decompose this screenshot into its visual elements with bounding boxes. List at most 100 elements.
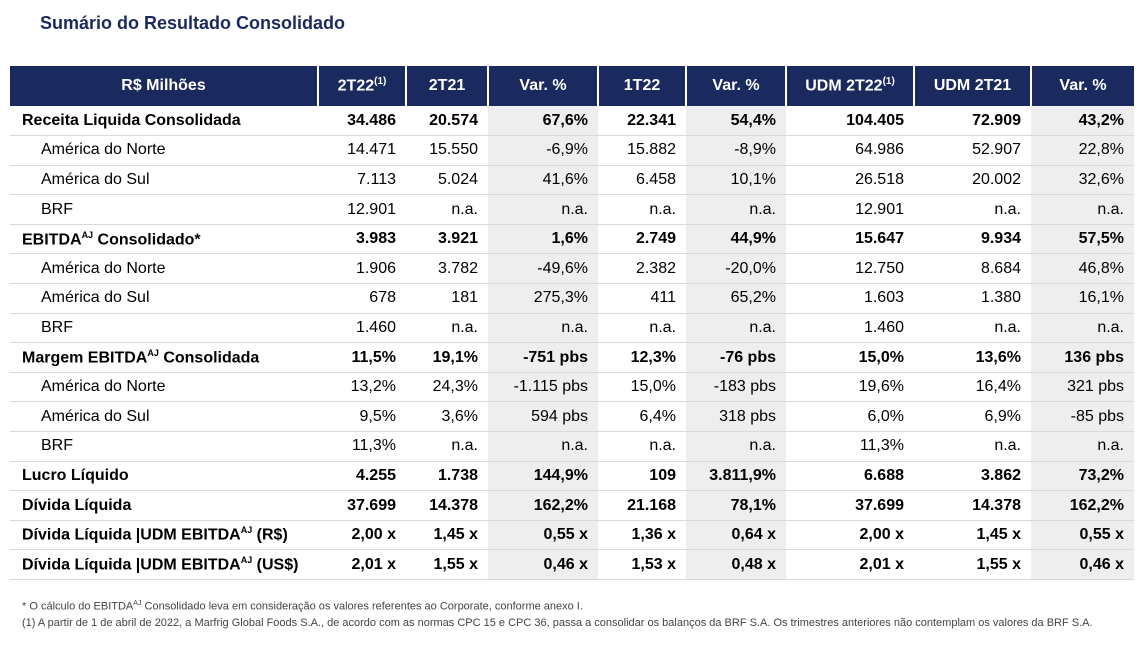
footnote-superscript: AJ [133,600,142,607]
table-cell: 678 [318,283,406,314]
table-row: Lucro Líquido 4.255 1.738 144,9% 109 3.811,9%… [10,461,1134,492]
table-row: América do Sul 7.113 5.024 41,6% 6.458 10,1% 2… [10,165,1134,196]
table-row: América do Sul 9,5% 3,6% 594 pbs 6,4% 318 pbs… [10,401,1134,433]
table-cell: 64.986 [786,135,914,166]
table-cell: 34.486 [318,106,406,137]
table-cell: 11,3% [318,431,406,462]
row-label-text: Lucro Líquido [22,466,129,484]
table-cell: 72.909 [914,106,1031,137]
table-cell: 12,3% [598,342,686,373]
table-cell: 162,2% [1031,490,1134,521]
table-cell: 136 pbs [1031,342,1134,373]
row-label-text: BRF [41,318,73,336]
table-cell: -8,9% [686,135,786,166]
column-header: Var. % [488,66,599,106]
table-cell: 13,2% [318,372,406,403]
table-cell: -1.115 pbs [488,372,598,403]
table-row: América do Norte 1.906 3.782 -49,6% 2.382 -20… [10,253,1134,285]
table-cell: 22.341 [598,106,686,137]
table-row: América do Sul 678 181 275,3% 411 65,2% 1.603 1… [10,283,1134,314]
table-cell: 10,1% [686,165,786,196]
table-cell: 0,55 x [1031,520,1134,551]
table-cell: 6,4% [598,401,686,433]
table-cell: 0,48 x [686,549,786,580]
row-label: América do Sul [10,401,318,433]
table-cell: n.a. [406,313,488,344]
table-cell: 1.380 [914,283,1031,314]
footnote: (1) A partir de 1 de abril de 2022, a Ma… [22,615,1093,631]
table-cell: n.a. [686,194,786,225]
table-cell: 15.647 [786,224,914,255]
table-cell: 32,6% [1031,165,1134,196]
column-header: 2T22(1) [318,66,407,106]
row-label-text: Receita Liquida Consolidada [22,111,241,129]
table-cell: 2,00 x [786,520,914,551]
row-label: Dívida Líquida |UDM EBITDAAJ (R$) [10,520,318,551]
row-label: Receita Liquida Consolidada [10,106,318,137]
table-row: BRF 1.460 n.a. n.a. n.a. n.a. 1.460 n.a. n.a. [10,313,1134,344]
table-cell: 19,1% [406,342,488,373]
table-cell: n.a. [598,194,686,225]
table-cell: 594 pbs [488,401,598,433]
column-header-text: UDM 2T22 [805,77,883,95]
row-label-superscript: AJ [240,555,253,566]
column-header-superscript: (1) [882,76,895,88]
table-cell: 2,01 x [786,549,914,580]
column-header: UDM 2T22(1) [786,66,915,106]
table-cell: -85 pbs [1031,401,1134,433]
table-cell: 1.738 [406,461,488,492]
table-cell: n.a. [914,431,1031,462]
table-cell: 1.460 [786,313,914,344]
table-cell: 11,5% [318,342,406,373]
row-label-text: América do Sul [41,289,150,307]
row-label-text: Margem EBITDA [22,349,148,367]
table-cell: 6,9% [914,401,1031,433]
table-cell: 321 pbs [1031,372,1134,403]
table-cell: 65,2% [686,283,786,314]
results-table: R$ Milhões 2T22(1) 2T21 Var. % 1T22 Var. % UDM… [10,66,1134,580]
column-header-text: Var. % [1059,77,1107,94]
table-header-row: R$ Milhões 2T22(1) 2T21 Var. % 1T22 Var. % UDM… [10,66,1134,106]
table-cell: 13,6% [914,342,1031,373]
column-header: Var. % [686,66,787,106]
table-cell: 37.699 [786,490,914,521]
row-label: BRF [10,313,318,344]
table-cell: 6.688 [786,461,914,492]
row-label-text: América do Sul [41,170,150,188]
footnote-text: (1) A partir de 1 de abril de 2022, a Ma… [22,616,1093,629]
table-cell: 0,55 x [488,520,598,551]
table-cell: 275,3% [488,283,598,314]
table-cell: n.a. [598,431,686,462]
table-cell: 21.168 [598,490,686,521]
row-label-text: Dívida Líquida |UDM EBITDA [22,526,241,544]
table-row: EBITDAAJ Consolidado* 3.983 3.921 1,6% 2.749… [10,224,1134,255]
column-header: 1T22 [598,66,687,106]
table-cell: 5.024 [406,165,488,196]
table-cell: 57,5% [1031,224,1134,255]
column-header: UDM 2T21 [914,66,1032,106]
table-cell: 3,6% [406,401,488,433]
column-header-text: 2T22 [337,77,375,95]
table-cell: 12.901 [786,194,914,225]
table-cell: 2,00 x [318,520,406,551]
table-cell: n.a. [488,431,598,462]
row-label-superscript: AJ [81,229,94,240]
table-cell: 1,53 x [598,549,686,580]
column-header-text: Var. % [712,77,760,94]
table-cell: 41,6% [488,165,598,196]
table-cell: -6,9% [488,135,598,166]
table-cell: 9.934 [914,224,1031,255]
table-cell: 24,3% [406,372,488,403]
row-label-text: BRF [41,437,73,455]
table-cell: 144,9% [488,461,598,492]
table-row: América do Norte 13,2% 24,3% -1.115 pbs 15,0… [10,372,1134,403]
table-cell: 26.518 [786,165,914,196]
table-cell: 14.471 [318,135,406,166]
column-header-text: 1T22 [623,77,661,94]
row-label-text: Dívida Líquida |UDM EBITDA [22,556,241,574]
row-label: América do Sul [10,283,318,314]
row-label: Lucro Líquido [10,461,318,492]
row-label: América do Norte [10,135,318,166]
table-cell: 16,1% [1031,283,1134,314]
